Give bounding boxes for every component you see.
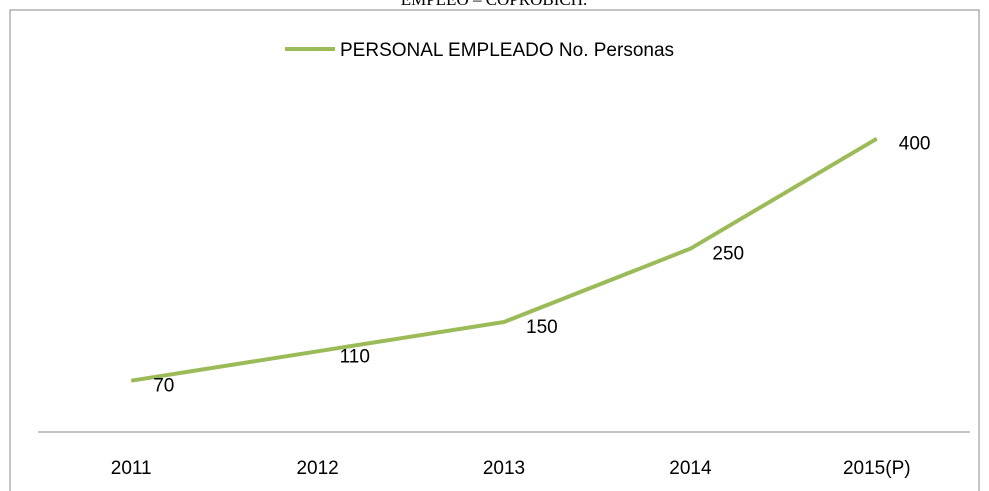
data-label: 150 — [526, 317, 558, 338]
x-tick-label: 2011 — [111, 458, 152, 479]
x-tick-label: 2014 — [669, 458, 712, 479]
data-line — [130, 136, 878, 383]
chart-title: EMPLEO – COPROBICH. — [401, 0, 588, 9]
data-label: 70 — [153, 376, 174, 397]
data-label: 400 — [899, 134, 931, 155]
x-tick-label: 2013 — [483, 458, 525, 479]
data-label: 250 — [712, 244, 744, 265]
x-tick-label: 2012 — [296, 458, 338, 479]
chart-frame — [9, 9, 980, 491]
x-tick-label: 2015(P) — [843, 458, 911, 479]
data-label: 110 — [340, 346, 370, 367]
legend-label: PERSONAL EMPLEADO No. Personas — [340, 40, 674, 61]
